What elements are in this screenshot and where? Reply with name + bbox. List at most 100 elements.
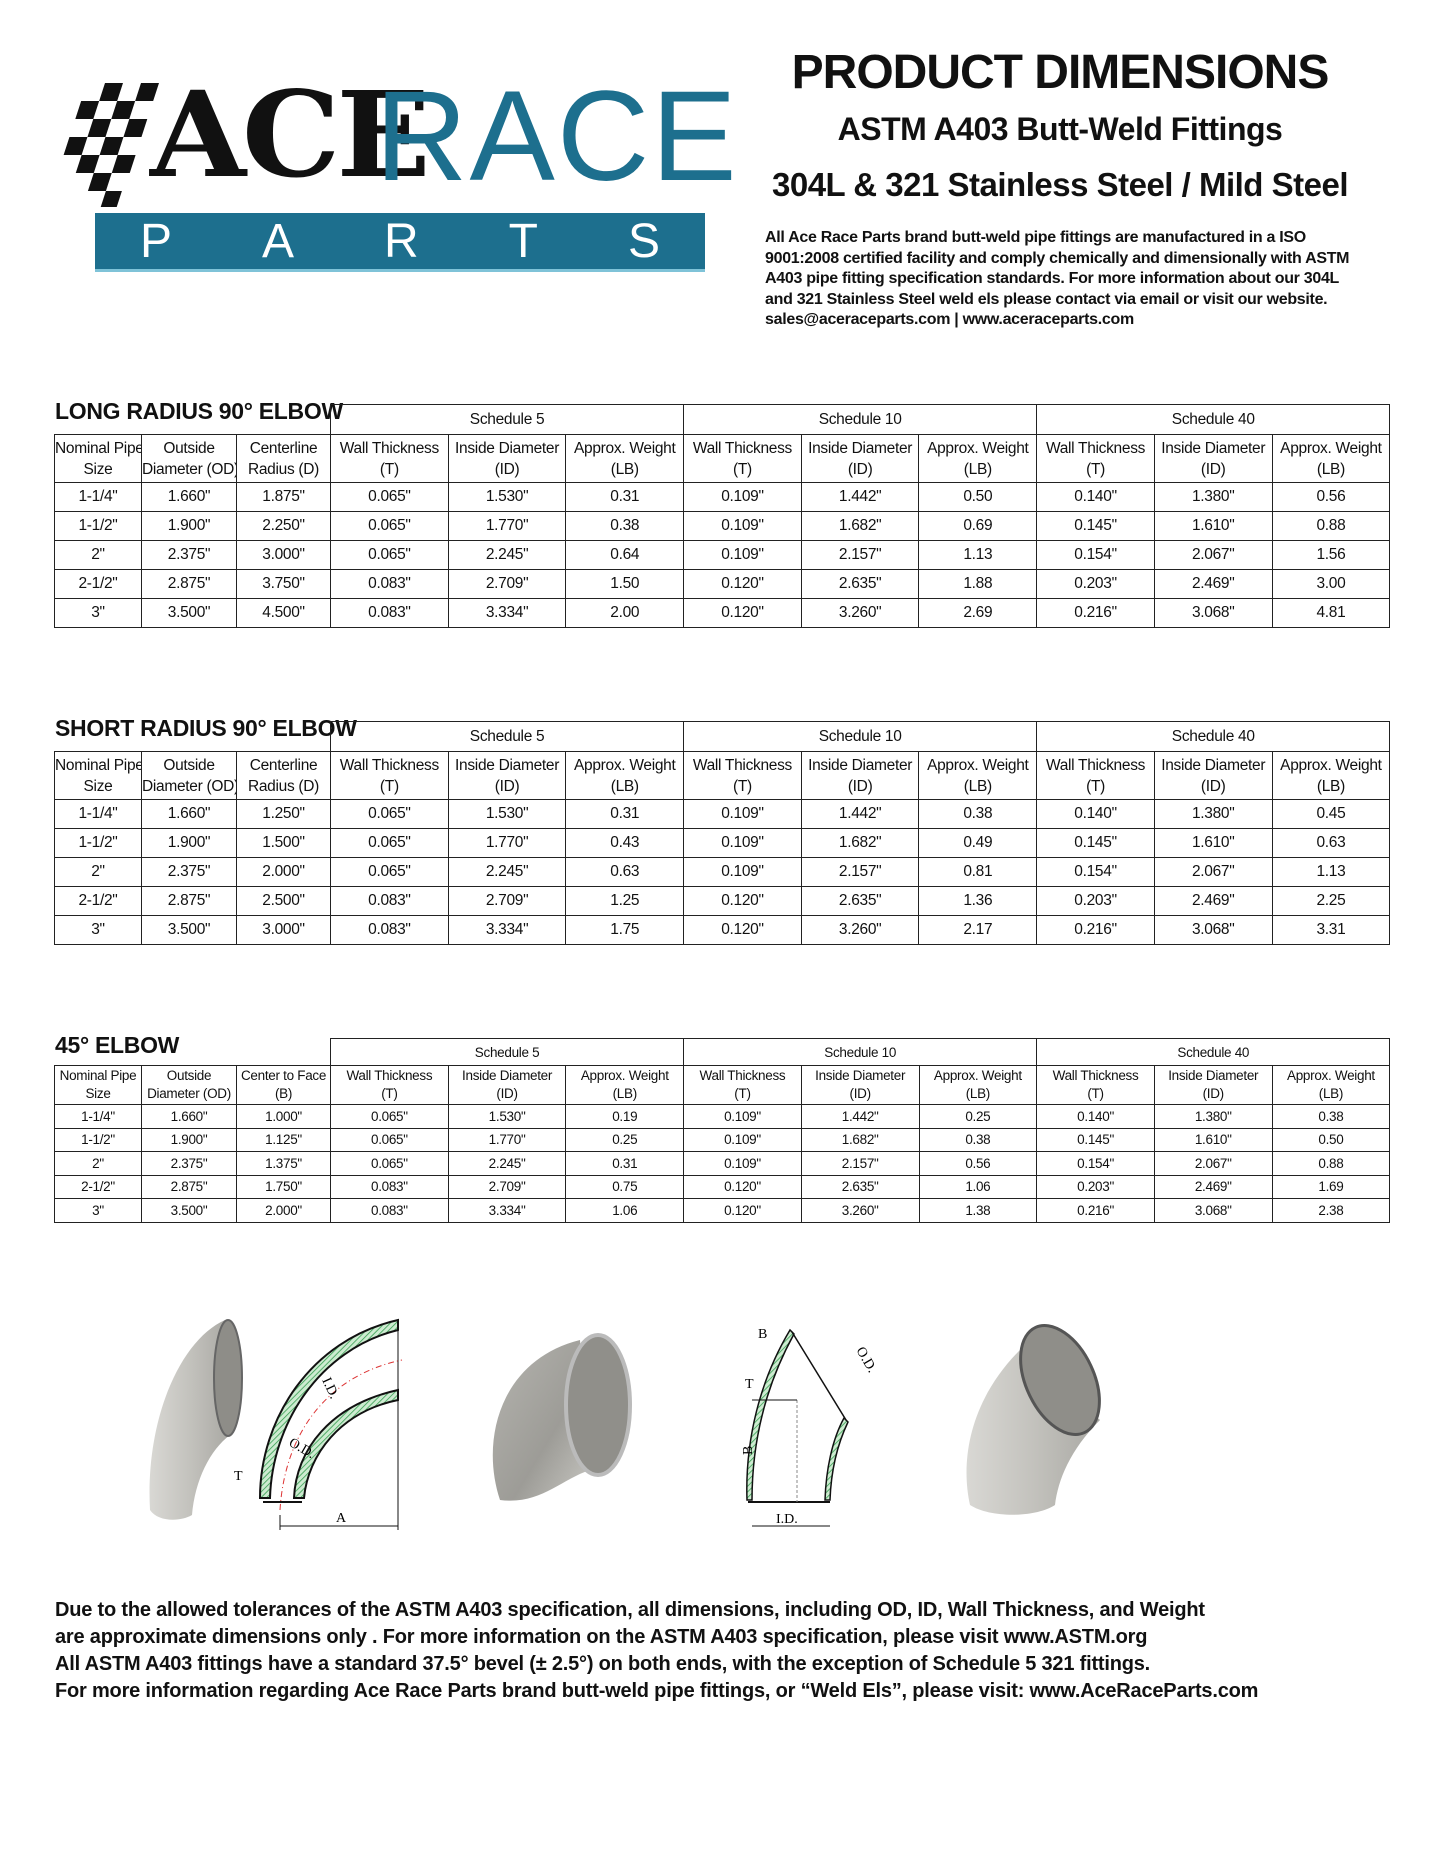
column-header: Wall Thickness (T) (683, 434, 802, 483)
column-header: Approx. Weight (LB) (918, 1065, 1038, 1105)
column-header: Inside Diameter (ID) (800, 1065, 920, 1105)
column-header-line: Wall Thickness (339, 756, 439, 774)
table-cell: 0.120" (683, 598, 802, 628)
column-header: Wall Thickness (T) (1036, 1065, 1155, 1105)
column-header-line: Inside Diameter (808, 756, 913, 774)
table-cell: 1.442" (800, 1104, 920, 1129)
short-radius-elbow-photo (492, 1333, 632, 1501)
column-header-line: (LB) (610, 460, 639, 478)
long-radius-90-table: Schedule 5 Schedule 10 Schedule 40 Nominal … (54, 404, 1391, 628)
logo-letter: T (508, 214, 538, 268)
table-cell: 0.56 (918, 1151, 1038, 1176)
elbow-45-table: Schedule 5 Schedule 10 Schedule 40 Nominal … (54, 1038, 1391, 1223)
column-header-line: (LB) (1316, 460, 1345, 478)
table-cell: 1.750" (235, 1174, 332, 1199)
table-cell: 0.083" (330, 598, 449, 628)
table-cell: 2.69 (918, 598, 1038, 628)
column-header: Inside Diameter (ID) (1153, 434, 1273, 483)
table-cell: 2.375" (141, 540, 237, 570)
column-header: Nominal Pipe Size (54, 434, 142, 483)
table-cell: 3.334" (447, 1198, 567, 1223)
schedule-header: Schedule 5 (330, 404, 685, 435)
table-cell: 0.065" (330, 1127, 449, 1152)
table-cell: 2.157" (800, 857, 920, 887)
table-cell: 1.900" (141, 828, 237, 858)
column-header-line: Inside Diameter (815, 1068, 906, 1083)
table-cell: 2.000" (235, 1198, 332, 1223)
table-cell: 0.154" (1036, 857, 1155, 887)
table-cell: 2.250" (235, 511, 332, 541)
column-header-line: (LB) (965, 1086, 991, 1101)
column-header-line: Centerline (249, 439, 318, 457)
table-cell: 1.900" (141, 511, 237, 541)
table-cell: 1-1/4" (54, 799, 142, 829)
table-cell: 2.635" (800, 886, 920, 916)
page-subtitle: ASTM A403 Butt-Weld Fittings (837, 111, 1283, 147)
table-cell: 0.083" (330, 1174, 449, 1199)
table-cell: 3.334" (447, 915, 567, 945)
column-header: Center to Face (B) (235, 1065, 332, 1105)
column-header-line: Diameter (OD) (142, 460, 237, 478)
table-cell: 1.125" (235, 1127, 332, 1152)
table-cell: 1.660" (141, 482, 237, 512)
table-cell: 0.065" (330, 1151, 449, 1176)
table-cell: 1.06 (918, 1174, 1038, 1199)
table-row: 1-1/4" 1.660" 1.000" 0.065" 1.530" 0.19 0.109"… (54, 1104, 1391, 1129)
schedule-header: Schedule 10 (683, 721, 1038, 752)
table-cell: 1.375" (235, 1151, 332, 1176)
column-header-line: Inside Diameter (462, 1068, 553, 1083)
table-row: 2" 2.375" 1.375" 0.065" 2.245" 0.31 0.109" 2.15… (54, 1151, 1391, 1176)
table-cell: 0.31 (565, 799, 685, 829)
footer-line: Due to the allowed tolerances of the AST… (55, 1599, 1205, 1621)
table-row: 2-1/2" 2.875" 3.750" 0.083" 2.709" 1.50 0.120"… (54, 569, 1391, 599)
footer-line: are approximate dimensions only . For mo… (55, 1626, 1148, 1648)
blank-cell (55, 722, 331, 752)
table-cell: 0.083" (330, 886, 449, 916)
column-header: Wall Thickness (T) (330, 1065, 449, 1105)
column-header-line: (ID) (847, 460, 873, 478)
column-header-line: (ID) (1200, 460, 1226, 478)
table-cell: 3.00 (1271, 569, 1391, 599)
table-cell: 4.500" (235, 598, 332, 628)
table-cell: 2.375" (141, 857, 237, 887)
column-header: Approx. Weight (LB) (565, 751, 685, 800)
table-cell: 0.120" (683, 569, 802, 599)
table-cell: 1.660" (141, 799, 237, 829)
table-cell: 0.25 (565, 1127, 685, 1152)
table-cell: 0.109" (683, 540, 802, 570)
column-header-line: Inside Diameter (808, 439, 913, 457)
column-header-line: (T) (379, 777, 399, 795)
table-cell: 1.75 (565, 915, 685, 945)
dimension-label-t: T (745, 1377, 754, 1392)
table-cell: 0.203" (1036, 1174, 1155, 1199)
table-cell: 2" (54, 857, 142, 887)
table-cell: 0.109" (683, 857, 802, 887)
table-cell: 0.31 (565, 482, 685, 512)
table-cell: 1.380" (1153, 482, 1273, 512)
column-header-line: (T) (1086, 777, 1105, 795)
table-cell: 2.00 (565, 598, 685, 628)
logo-letter: R (383, 214, 419, 268)
table-cell: 1.38 (918, 1198, 1038, 1223)
table-cell: 3" (54, 598, 142, 628)
table-cell: 1-1/2" (54, 1127, 142, 1152)
table-cell: 1.56 (1271, 540, 1391, 570)
column-header-line: (ID) (494, 460, 520, 478)
table-cell: 3.260" (800, 915, 920, 945)
long-radius-elbow-diagram: A O.D. I.D. T (234, 1318, 403, 1530)
table-cell: 2.635" (800, 1174, 920, 1199)
checkered-flag-icon (63, 83, 159, 207)
table-cell: 0.120" (683, 1198, 802, 1223)
table-cell: 0.64 (565, 540, 685, 570)
table-cell: 0.25 (918, 1104, 1038, 1129)
table-cell: 0.083" (330, 1198, 449, 1223)
table-cell: 1.06 (565, 1198, 685, 1223)
table-row: 2-1/2" 2.875" 1.750" 0.083" 2.709" 0.75 0.120"… (54, 1174, 1391, 1199)
column-header-line: (T) (1086, 460, 1105, 478)
table-cell: 0.140" (1036, 799, 1155, 829)
table-cell: 0.38 (1271, 1104, 1391, 1129)
table-cell: 1.770" (447, 1127, 567, 1152)
table-cell: 4.81 (1271, 598, 1391, 628)
table-cell: 3.334" (447, 598, 567, 628)
column-header-row: Nominal Pipe Size Outside Diameter (OD) Cent… (54, 751, 1391, 800)
